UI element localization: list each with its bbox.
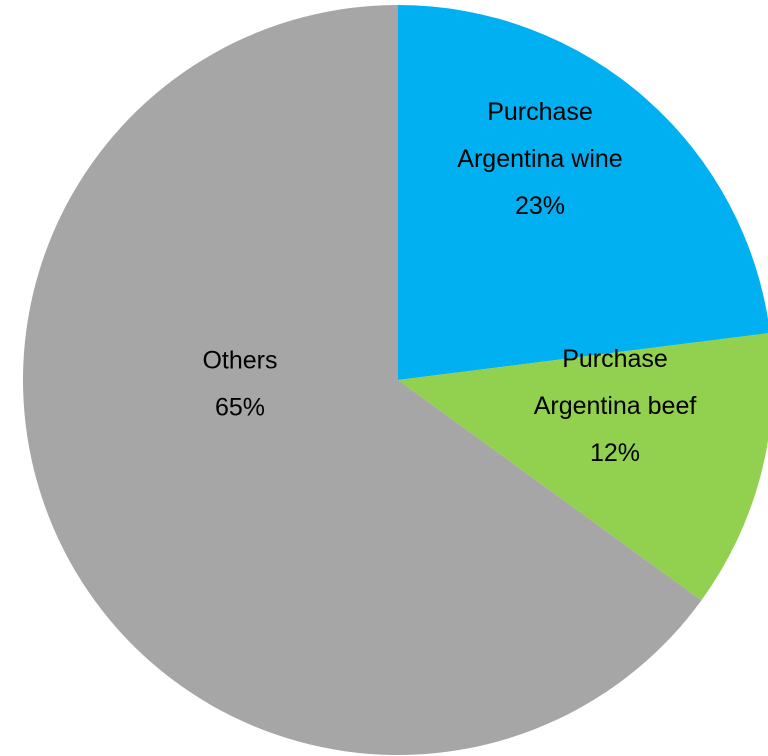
slice-label-line: Others bbox=[202, 347, 277, 375]
slice-label-1: Purchase Argentina wine 23% bbox=[457, 98, 622, 220]
slice-percent: 23% bbox=[515, 192, 565, 220]
slice-percent: 12% bbox=[590, 439, 640, 467]
slice-label-3: Others 65% bbox=[202, 347, 277, 422]
pie-slice-1 bbox=[398, 5, 768, 380]
pie-slice-3 bbox=[22, 5, 702, 755]
slices-layer bbox=[22, 5, 768, 755]
pie-slice-2 bbox=[398, 333, 768, 601]
labels-layer: Purchase Argentina wine 23% Purchase Argenti… bbox=[202, 98, 696, 467]
slice-label-2: Purchase Argentina beef 12% bbox=[534, 345, 697, 467]
slice-label-line: Argentina beef bbox=[534, 392, 697, 420]
slice-label-line: Purchase bbox=[562, 345, 668, 373]
slice-label-line: Purchase bbox=[487, 98, 593, 126]
slice-percent: 65% bbox=[215, 394, 265, 422]
slice-label-line: Argentina wine bbox=[457, 145, 622, 173]
